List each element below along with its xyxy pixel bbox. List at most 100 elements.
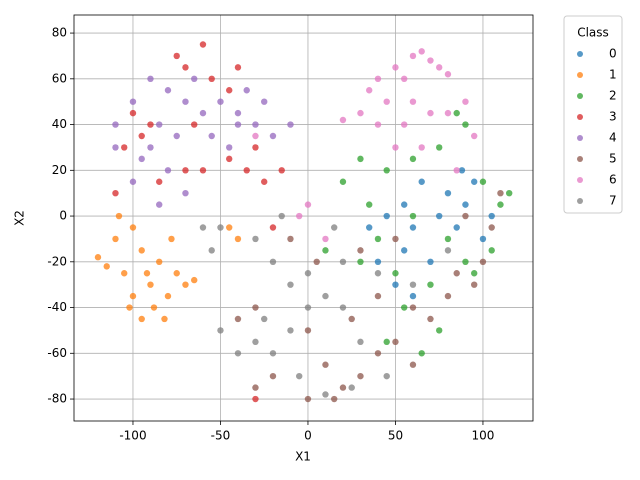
point [147, 75, 154, 83]
y-tick-label: 20 [52, 163, 67, 177]
point [453, 224, 460, 231]
point [147, 144, 154, 151]
point [269, 132, 277, 140]
point [383, 212, 390, 220]
point [173, 270, 180, 277]
point [436, 144, 443, 151]
plot-frame [73, 14, 534, 422]
x-axis-label: X1 [295, 450, 311, 464]
point [374, 75, 382, 83]
legend-marker [577, 72, 583, 78]
legend-marker [577, 114, 583, 120]
point [121, 270, 128, 277]
legend-title: Class [577, 26, 609, 40]
point [287, 121, 294, 128]
point [462, 121, 469, 128]
point [322, 235, 329, 243]
point [261, 178, 268, 185]
point [322, 292, 329, 300]
point [252, 384, 259, 391]
point [234, 315, 242, 323]
point [462, 258, 469, 266]
point [409, 292, 417, 300]
point [168, 235, 175, 243]
point [374, 121, 382, 128]
point [444, 189, 452, 197]
point [339, 258, 347, 266]
point [313, 258, 320, 266]
point [383, 98, 390, 105]
legend-marker [577, 135, 583, 141]
point [164, 292, 172, 300]
point [278, 167, 285, 174]
point [427, 258, 434, 266]
point [143, 270, 151, 277]
point [339, 384, 347, 391]
point [147, 121, 154, 128]
point [444, 109, 452, 117]
legend-marker [577, 177, 583, 183]
point [182, 167, 189, 174]
point [357, 109, 364, 117]
point [392, 338, 399, 346]
point [374, 258, 382, 266]
point [383, 372, 390, 380]
point [427, 109, 434, 117]
point [226, 155, 233, 163]
point [304, 304, 312, 311]
y-tick-label: 0 [59, 209, 67, 223]
y-tick-label: 40 [52, 117, 67, 131]
point [191, 276, 198, 284]
point [138, 155, 145, 163]
point [156, 121, 163, 128]
point [401, 304, 408, 311]
point [409, 98, 417, 105]
point [304, 201, 312, 208]
point [444, 292, 452, 300]
point [199, 109, 207, 117]
point [401, 75, 408, 83]
point [234, 109, 242, 117]
point [226, 224, 233, 231]
point [296, 372, 303, 380]
x-tick-label: 0 [304, 429, 312, 443]
point [173, 52, 180, 60]
y-tick-label: -80 [47, 392, 67, 406]
point [462, 201, 469, 208]
point [392, 281, 399, 288]
x-tick-label: -100 [119, 429, 146, 443]
point [261, 98, 268, 105]
point [164, 87, 172, 94]
legend-label: 5 [609, 152, 617, 166]
point [471, 270, 478, 277]
point [138, 247, 145, 254]
point [252, 132, 259, 140]
point [252, 338, 259, 346]
y-tick-label: -40 [47, 300, 67, 314]
point [427, 281, 434, 288]
point [339, 116, 347, 124]
y-tick-label: -20 [47, 254, 67, 268]
point [436, 212, 443, 220]
point [357, 258, 364, 266]
point [217, 224, 224, 231]
point [234, 350, 242, 357]
point [112, 235, 119, 243]
legend-label: 6 [609, 173, 617, 187]
point [199, 167, 207, 174]
point [458, 167, 466, 174]
point [348, 315, 355, 323]
point [296, 212, 303, 220]
point [243, 167, 250, 174]
x-tick-label: 50 [388, 429, 403, 443]
point [121, 144, 128, 151]
point [462, 98, 469, 105]
point [392, 144, 399, 151]
point [322, 247, 329, 254]
point [182, 64, 189, 71]
point [497, 189, 504, 197]
point [374, 270, 382, 277]
point [383, 338, 390, 346]
y-tick-label: 80 [52, 26, 67, 40]
point [497, 201, 504, 208]
